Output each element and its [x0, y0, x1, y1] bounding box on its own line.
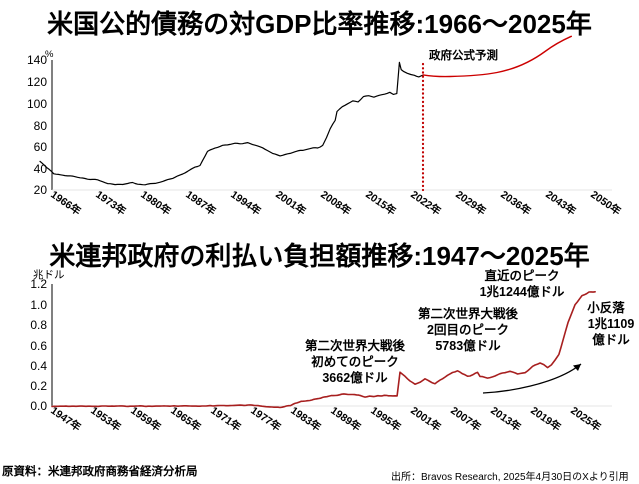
svg-text:1953年: 1953年 [88, 404, 124, 434]
svg-text:2043年: 2043年 [543, 188, 579, 218]
svg-text:1989年: 1989年 [328, 404, 364, 434]
svg-text:140: 140 [27, 53, 47, 67]
svg-text:第二次世界大戦後: 第二次世界大戦後 [305, 338, 406, 353]
svg-text:1965年: 1965年 [168, 404, 204, 434]
svg-text:0.8: 0.8 [30, 318, 47, 332]
svg-text:1994年: 1994年 [228, 188, 264, 218]
svg-text:0.4: 0.4 [30, 359, 47, 373]
svg-text:5783億ドル: 5783億ドル [435, 338, 501, 353]
svg-text:2029年: 2029年 [453, 188, 489, 218]
svg-text:2036年: 2036年 [498, 188, 534, 218]
svg-text:0.6: 0.6 [30, 339, 47, 353]
svg-text:0.0: 0.0 [30, 399, 47, 413]
svg-text:1980年: 1980年 [138, 188, 174, 218]
svg-text:億ドル: 億ドル [592, 332, 630, 347]
svg-text:20: 20 [34, 183, 48, 197]
svg-text:2008年: 2008年 [318, 188, 354, 218]
svg-text:1977年: 1977年 [248, 404, 284, 434]
svg-text:2019年: 2019年 [528, 404, 564, 434]
svg-text:直近のピーク: 直近のピーク [484, 268, 559, 283]
svg-text:初めてのピーク: 初めてのピーク [311, 354, 399, 369]
svg-text:2001年: 2001年 [273, 188, 309, 218]
svg-text:120: 120 [27, 75, 47, 89]
svg-text:2001年: 2001年 [408, 404, 444, 434]
svg-text:政府公式予測: 政府公式予測 [429, 48, 498, 62]
svg-text:1987年: 1987年 [183, 188, 219, 218]
svg-text:60: 60 [34, 140, 48, 154]
svg-text:2015年: 2015年 [363, 188, 399, 218]
svg-text:3662億ドル: 3662億ドル [322, 370, 388, 385]
svg-text:1.2: 1.2 [30, 277, 47, 291]
svg-text:1971年: 1971年 [208, 404, 244, 434]
svg-text:1947年: 1947年 [48, 404, 84, 434]
svg-text:1995年: 1995年 [368, 404, 404, 434]
svg-text:1983年: 1983年 [288, 404, 324, 434]
svg-text:1.0: 1.0 [30, 298, 47, 312]
svg-text:小反落: 小反落 [586, 300, 625, 315]
svg-text:第二次世界大戦後: 第二次世界大戦後 [418, 306, 519, 321]
svg-text:1兆1109: 1兆1109 [588, 316, 635, 331]
svg-text:2回目のピーク: 2回目のピーク [427, 323, 509, 337]
svg-text:2013年: 2013年 [488, 404, 524, 434]
svg-text:80: 80 [34, 119, 48, 133]
svg-text:1973年: 1973年 [93, 188, 129, 218]
svg-text:2007年: 2007年 [448, 404, 484, 434]
svg-text:1966年: 1966年 [48, 188, 84, 218]
svg-text:1兆1244億ドル: 1兆1244億ドル [480, 284, 565, 299]
svg-text:2022年: 2022年 [408, 188, 444, 218]
svg-text:100: 100 [27, 97, 47, 111]
svg-text:0.2: 0.2 [30, 379, 47, 393]
svg-text:1959年: 1959年 [128, 404, 164, 434]
svg-text:40: 40 [34, 162, 48, 176]
svg-text:2050年: 2050年 [588, 188, 624, 218]
svg-text:2025年: 2025年 [568, 404, 604, 434]
